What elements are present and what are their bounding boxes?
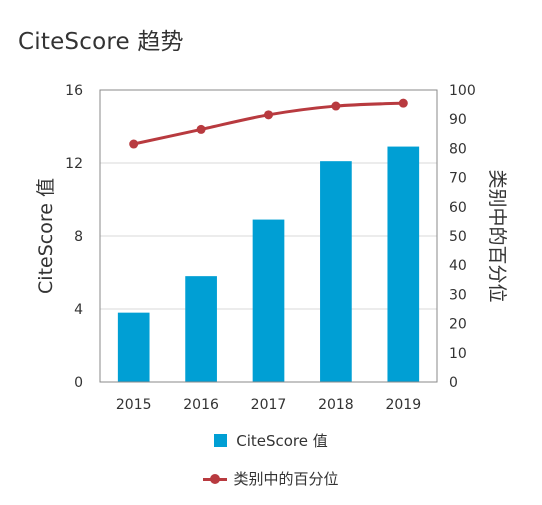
bar-2019 bbox=[387, 146, 420, 382]
y-tick-label-right: 10 bbox=[449, 346, 467, 362]
y-tick-label-right: 50 bbox=[449, 229, 467, 245]
line-point-2018 bbox=[331, 101, 341, 111]
y-tick-label-right: 40 bbox=[449, 258, 467, 274]
y-tick-label-left: 0 bbox=[74, 375, 83, 391]
y-tick-label-right: 90 bbox=[449, 112, 467, 128]
y-tick-label-right: 0 bbox=[449, 375, 458, 391]
y-tick-label-left: 12 bbox=[65, 156, 83, 172]
x-tick-label: 2017 bbox=[251, 397, 287, 413]
percentile-line bbox=[132, 101, 405, 146]
axes bbox=[99, 89, 438, 383]
line-point-2015 bbox=[129, 139, 139, 149]
legend-bar-swatch bbox=[214, 434, 228, 447]
y-tick-label-right: 30 bbox=[449, 287, 467, 303]
y-tick-label-right: 100 bbox=[449, 83, 476, 99]
legend-bar-label: CiteScore 值 bbox=[236, 432, 328, 450]
x-tick-label: 2018 bbox=[318, 397, 354, 413]
y-axis-title-left: CiteScore 值 bbox=[35, 178, 57, 294]
chart: 0 4 8 12 16 0 10 20 30 40 50 60 70 80 90 100 2015 2016 201… bbox=[35, 83, 508, 413]
y-tick-label-left: 4 bbox=[74, 302, 83, 318]
legend-line-dot bbox=[210, 473, 221, 484]
y-tick-label-right: 80 bbox=[449, 141, 467, 157]
bar-series bbox=[117, 146, 420, 382]
line-series bbox=[129, 98, 408, 149]
legend-line-label: 类别中的百分位 bbox=[233, 470, 339, 488]
y-axis-title-right: 类别中的百分位 bbox=[486, 169, 508, 302]
plot-frame bbox=[99, 89, 438, 383]
y-tick-label-right: 60 bbox=[449, 200, 467, 216]
page-title: CiteScore 趋势 bbox=[18, 29, 184, 55]
legend-line-marker bbox=[203, 473, 228, 485]
tick-labels: 0 4 8 12 16 0 10 20 30 40 50 60 70 80 90 100 2015 2016 201… bbox=[65, 83, 476, 413]
x-tick-label: 2015 bbox=[116, 397, 152, 413]
x-tick-label: 2019 bbox=[385, 397, 421, 413]
y-tick-label-right: 20 bbox=[449, 317, 467, 333]
legend-item-line: 类别中的百分位 bbox=[0, 468, 542, 489]
y-tick-label-right: 70 bbox=[449, 171, 467, 187]
line-point-2017 bbox=[264, 110, 273, 120]
line-point-2016 bbox=[196, 124, 206, 134]
y-tick-label-left: 8 bbox=[74, 229, 83, 245]
bar-2017 bbox=[252, 219, 285, 382]
bar-2018 bbox=[320, 161, 352, 382]
bar-2016 bbox=[185, 276, 217, 382]
x-tick-label: 2016 bbox=[183, 397, 219, 413]
legend-item-bar: CiteScore 值 bbox=[0, 430, 542, 451]
y-tick-label-left: 16 bbox=[65, 83, 83, 99]
line-point-2019 bbox=[398, 98, 408, 108]
bar-2015 bbox=[117, 312, 150, 382]
